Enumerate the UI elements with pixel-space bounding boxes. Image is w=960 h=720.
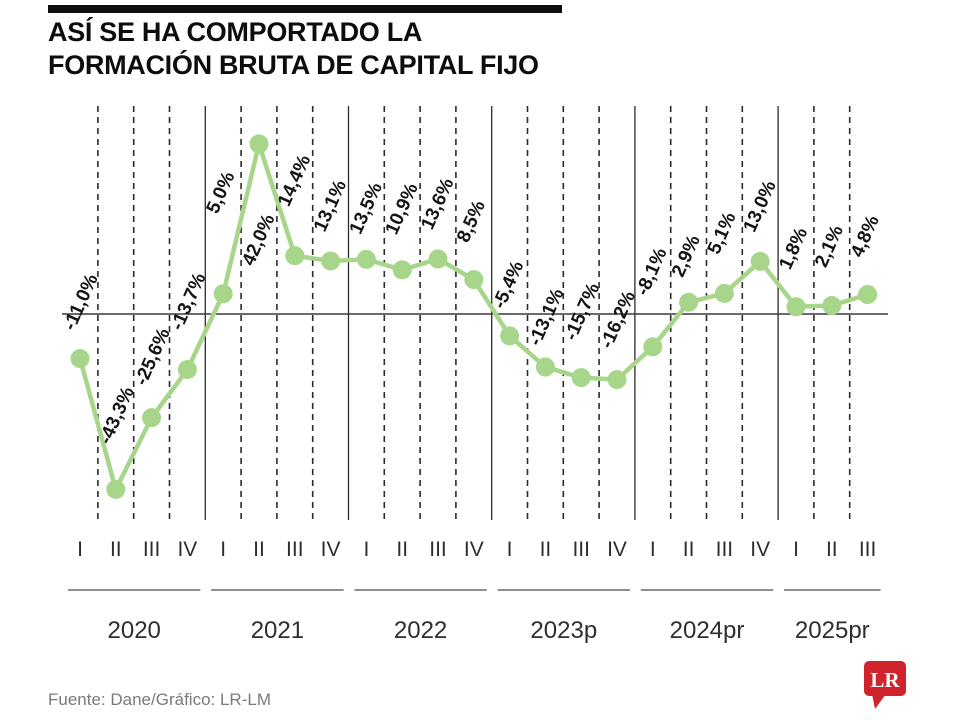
data-point	[786, 297, 806, 317]
data-point-label: -16,2%	[596, 288, 640, 352]
data-point	[142, 408, 162, 428]
quarter-tick-label: III	[716, 538, 734, 561]
data-point	[822, 295, 842, 315]
quarter-tick-label: III	[429, 538, 447, 561]
quarter-tick-label: IV	[177, 538, 197, 561]
quarter-tick-label: II	[683, 538, 695, 561]
data-point	[213, 284, 233, 304]
data-point	[714, 283, 734, 303]
data-point-label: -8,1%	[632, 245, 671, 299]
data-point-label: -5,4%	[489, 258, 528, 312]
data-point	[70, 349, 90, 369]
data-point-label: 5,0%	[203, 169, 240, 217]
quarter-tick-label: II	[253, 538, 265, 561]
series-line	[77, 141, 870, 492]
source-credit: Fuente: Dane/Gráfico: LR-LM	[48, 690, 271, 709]
data-point	[464, 270, 484, 290]
data-point	[500, 326, 520, 346]
year-label: 2025pr	[795, 617, 870, 644]
year-label: 2024pr	[670, 617, 745, 644]
quarter-tick-label: IV	[464, 538, 484, 561]
chart-title: ASÍ SE HA COMPORTADO LA FORMACIÓN BRUTA D…	[48, 16, 539, 82]
quarter-tick-label: III	[859, 538, 877, 561]
data-point-label: 4,8%	[847, 212, 884, 260]
data-point	[679, 292, 699, 312]
data-point-label: 8,5%	[453, 197, 490, 245]
data-point-label: 5,1%	[704, 209, 741, 257]
chart-title-line-2: FORMACIÓN BRUTA DE CAPITAL FIJO	[48, 50, 539, 80]
data-point	[535, 357, 555, 377]
year-label: 2020	[108, 617, 161, 644]
data-point-label: -13,7%	[167, 270, 211, 334]
year-label: 2021	[251, 617, 304, 644]
data-point-label: -15,7%	[561, 280, 605, 344]
data-point-label: 13,6%	[417, 175, 458, 233]
quarter-tick-label: IV	[750, 538, 770, 561]
data-point-label: -11,0%	[59, 271, 102, 334]
quarter-tick-label: II	[396, 538, 408, 561]
data-point	[607, 370, 627, 390]
quarter-tick-label: II	[110, 538, 122, 561]
title-accent-bar	[48, 5, 562, 13]
data-point-label: -43,3%	[95, 384, 139, 448]
data-point	[750, 251, 770, 271]
year-label: 2022	[394, 617, 447, 644]
data-point-label: 10,9%	[382, 180, 423, 238]
data-point-label: 2,9%	[668, 232, 705, 280]
quarter-tick-label: I	[507, 538, 513, 561]
data-point-label: 2,1%	[811, 222, 848, 270]
data-point	[249, 134, 269, 154]
data-point	[392, 260, 412, 280]
data-point-label: -25,6%	[131, 325, 175, 389]
lr-logo-text: LR	[870, 668, 900, 692]
data-point-label: -13,1%	[525, 285, 569, 349]
year-label: 2023p	[530, 617, 597, 644]
lr-logo: LR	[864, 661, 906, 709]
lr-logo-tail	[872, 694, 886, 709]
quarter-tick-label: II	[826, 538, 838, 561]
quarter-tick-label: I	[220, 538, 226, 561]
quarter-tick-label: I	[77, 538, 83, 561]
data-point	[356, 249, 376, 269]
quarter-tick-label: III	[572, 538, 590, 561]
quarter-tick-label: IV	[607, 538, 627, 561]
quarter-tick-label: I	[793, 538, 799, 561]
data-point	[321, 251, 341, 271]
data-point-label: 1,8%	[775, 225, 812, 273]
lr-logo-bubble	[864, 661, 906, 696]
data-point-label: 42,0%	[238, 211, 279, 269]
data-point	[643, 337, 663, 357]
quarter-tick-label: III	[286, 538, 304, 561]
quarter-tick-label: II	[540, 538, 552, 561]
quarter-tick-label: III	[143, 538, 161, 561]
quarter-tick-label: I	[650, 538, 656, 561]
data-point-label: 13,1%	[310, 177, 351, 235]
quarter-tick-label: IV	[321, 538, 341, 561]
data-point	[177, 359, 197, 379]
data-point-label: 13,0%	[740, 178, 781, 236]
data-point-label: 13,5%	[346, 180, 387, 238]
data-point	[285, 246, 305, 266]
quarter-tick-label: I	[363, 538, 369, 561]
data-point	[106, 479, 126, 499]
data-point	[571, 368, 591, 388]
data-point-label: 14,4%	[274, 152, 315, 210]
data-point	[858, 285, 878, 305]
data-point	[428, 249, 448, 269]
chart-title-line-1: ASÍ SE HA COMPORTADO LA	[48, 17, 423, 47]
